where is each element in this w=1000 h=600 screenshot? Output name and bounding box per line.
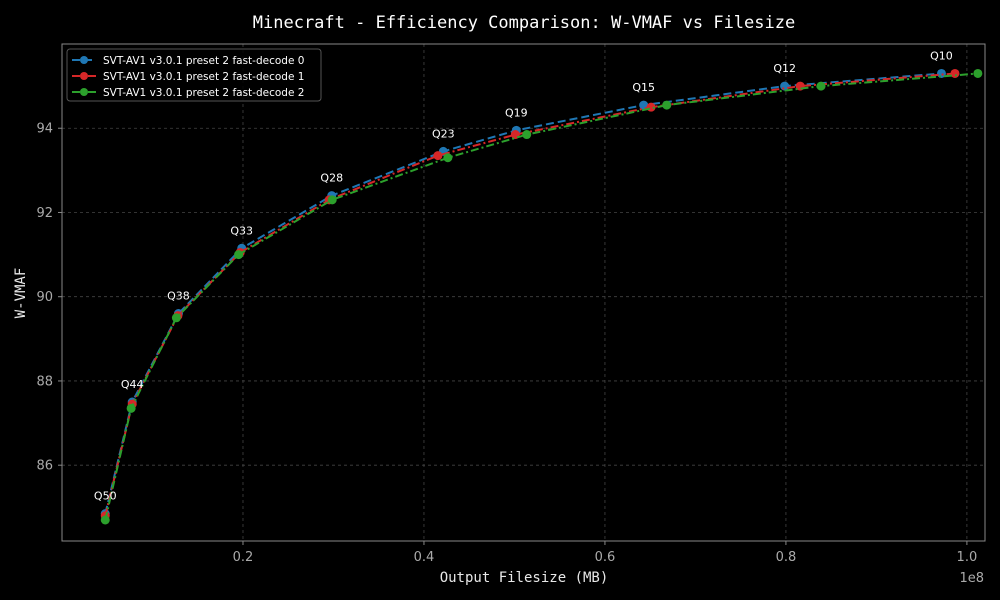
point-label: Q50 [94,490,117,503]
data-point [234,250,244,260]
legend-label: SVT-AV1 v3.0.1 preset 2 fast-decode 2 [103,87,304,99]
x-tick-label: 0.4 [414,550,435,565]
data-point [100,515,110,525]
data-point [950,68,960,78]
legend-label: SVT-AV1 v3.0.1 preset 2 fast-decode 1 [103,71,304,83]
legend-marker [80,72,88,80]
data-point [327,195,337,205]
legend-marker [80,56,88,64]
point-label: Q19 [505,106,528,119]
x-tick-label: 0.8 [776,550,797,565]
y-ticks: 86 88 90 92 94 [36,122,62,474]
legend-entry: SVT-AV1 v3.0.1 preset 2 fast-decode 1 [72,71,304,83]
y-tick-label: 90 [36,290,53,305]
series-line [104,72,956,516]
data-point [973,68,983,78]
legend-box [66,48,322,102]
point-label: Q38 [167,290,190,303]
series-line [104,72,942,514]
chart-title: Minecraft - Efficiency Comparison: W-VMA… [253,13,795,33]
legend-marker [80,88,88,96]
data-point [662,100,672,110]
data-point [126,403,136,413]
x-axis-offset: 1e8 [959,571,984,586]
series-2 [100,68,983,525]
data-point [816,81,826,91]
grid [62,44,985,541]
series-line [104,72,978,521]
legend-entry: SVT-AV1 v3.0.1 preset 2 fast-decode 2 [72,87,304,99]
legend-label: SVT-AV1 v3.0.1 preset 2 fast-decode 0 [103,55,304,67]
data-point [522,130,532,140]
legend-entry: SVT-AV1 v3.0.1 preset 2 fast-decode 0 [72,55,304,67]
legend: SVT-AV1 v3.0.1 preset 2 fast-decode 0 SVT… [66,48,322,102]
y-tick-label: 86 [36,459,53,474]
x-ticks: 0.2 0.4 0.6 0.8 1.0 [233,541,978,565]
point-label: Q28 [320,172,343,185]
annotations: Q50 Q44 Q38 Q33 Q28 Q23 Q19 Q15 Q12 Q10 [94,49,953,502]
x-tick-label: 0.2 [233,550,254,565]
y-tick-label: 92 [36,206,53,221]
x-tick-label: 1.0 [957,550,978,565]
x-tick-label: 0.6 [595,550,616,565]
point-label: Q23 [432,127,455,140]
point-label: Q33 [230,224,253,237]
series-layer [100,68,983,525]
point-label: Q44 [121,378,144,391]
axes-frame [61,43,986,542]
data-point [433,151,443,161]
point-label: Q12 [773,62,796,75]
y-tick-label: 88 [36,374,53,389]
data-point [171,313,181,323]
data-point [443,153,453,163]
x-axis-label: Output Filesize (MB) [440,570,609,586]
point-label: Q15 [632,81,655,94]
point-label: Q10 [930,49,953,62]
y-tick-label: 94 [36,122,53,137]
y-axis-label: W-VMAF [13,268,29,319]
